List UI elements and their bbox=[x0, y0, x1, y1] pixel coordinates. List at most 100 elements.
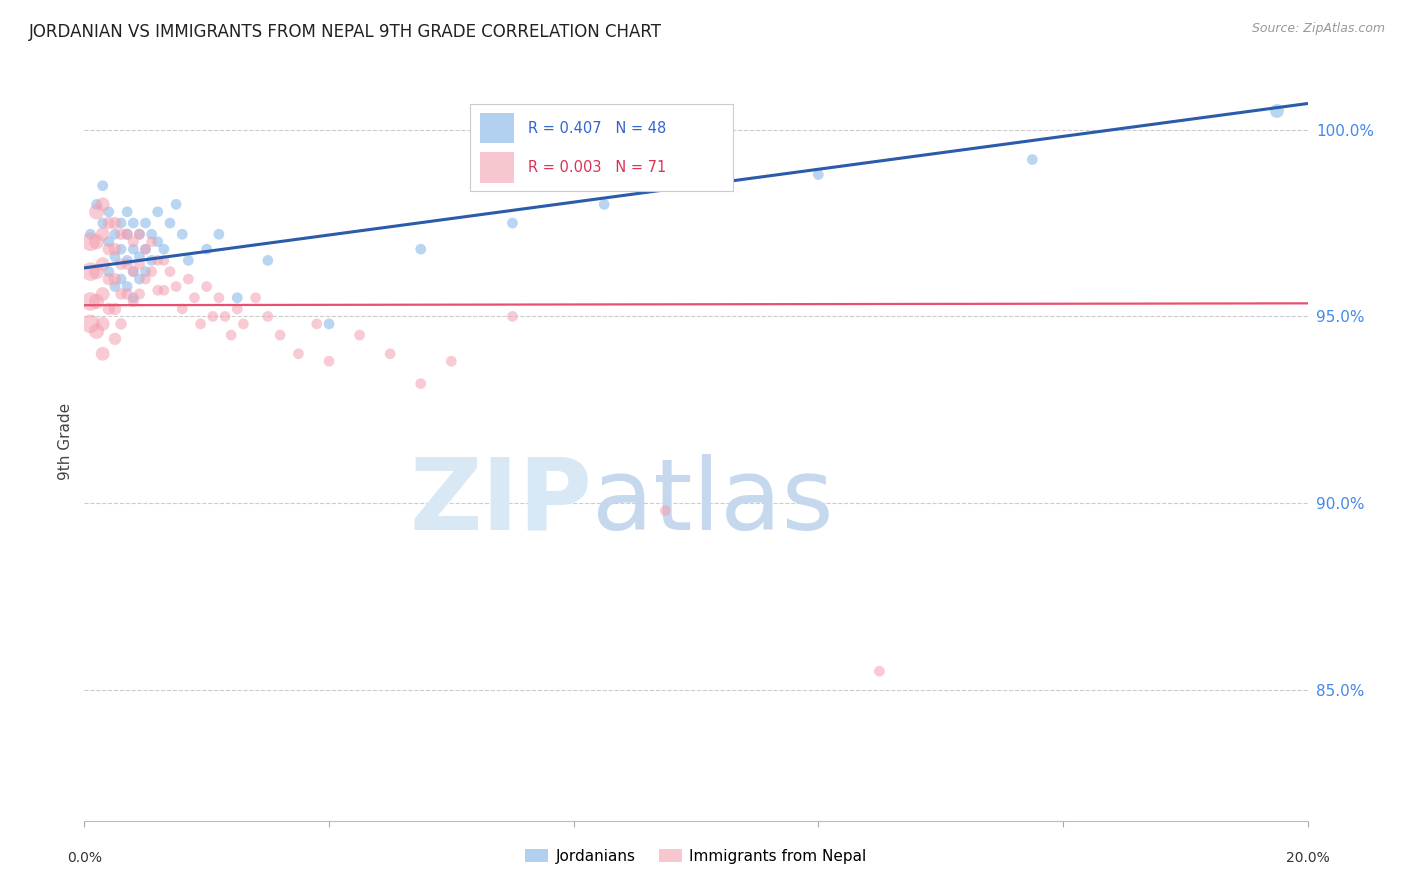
Point bbox=[165, 197, 187, 211]
Point bbox=[110, 216, 132, 230]
Point bbox=[79, 294, 101, 309]
Point bbox=[257, 310, 280, 324]
Point bbox=[190, 317, 212, 331]
Point bbox=[172, 227, 194, 242]
Point bbox=[305, 317, 328, 331]
Point bbox=[91, 317, 114, 331]
Point bbox=[349, 328, 371, 343]
Point bbox=[177, 253, 200, 268]
Text: ZIP: ZIP bbox=[409, 454, 592, 550]
Point bbox=[79, 227, 101, 242]
Point bbox=[110, 287, 132, 301]
Text: atlas: atlas bbox=[592, 454, 834, 550]
Point bbox=[104, 301, 127, 316]
Point bbox=[593, 197, 616, 211]
Point bbox=[79, 264, 101, 278]
Point bbox=[97, 272, 120, 286]
Point bbox=[685, 178, 707, 193]
Point bbox=[654, 503, 676, 517]
Point bbox=[97, 264, 120, 278]
Point bbox=[122, 291, 145, 305]
Point bbox=[115, 279, 138, 293]
Point bbox=[128, 287, 150, 301]
Point bbox=[195, 279, 218, 293]
Point bbox=[91, 287, 114, 301]
Point bbox=[115, 257, 138, 271]
Point bbox=[201, 310, 224, 324]
Point bbox=[115, 227, 138, 242]
Point bbox=[115, 204, 138, 219]
Point bbox=[135, 242, 157, 256]
Point bbox=[91, 178, 114, 193]
Point bbox=[104, 216, 127, 230]
Point bbox=[146, 283, 169, 297]
Point bbox=[86, 324, 108, 338]
Point bbox=[91, 227, 114, 242]
Point bbox=[153, 253, 176, 268]
Point bbox=[146, 204, 169, 219]
Point bbox=[128, 227, 150, 242]
Point bbox=[226, 291, 249, 305]
Point bbox=[97, 235, 120, 249]
Point bbox=[104, 332, 127, 346]
Point bbox=[269, 328, 291, 343]
Point bbox=[97, 204, 120, 219]
Point bbox=[104, 279, 127, 293]
Point bbox=[195, 242, 218, 256]
Point bbox=[110, 272, 132, 286]
Point bbox=[135, 272, 157, 286]
Point bbox=[146, 235, 169, 249]
Point bbox=[502, 310, 524, 324]
Point bbox=[172, 301, 194, 316]
Point bbox=[110, 227, 132, 242]
Point bbox=[232, 317, 254, 331]
Point bbox=[110, 317, 132, 331]
Point bbox=[104, 272, 127, 286]
Point bbox=[318, 354, 340, 368]
Point bbox=[86, 197, 108, 211]
Point bbox=[257, 253, 280, 268]
Point bbox=[115, 227, 138, 242]
Point bbox=[128, 257, 150, 271]
Point bbox=[807, 168, 830, 182]
Point bbox=[208, 291, 231, 305]
Point bbox=[104, 250, 127, 264]
Point bbox=[86, 204, 108, 219]
Point bbox=[86, 294, 108, 309]
Point bbox=[128, 272, 150, 286]
Point bbox=[1021, 153, 1043, 167]
Y-axis label: 9th Grade: 9th Grade bbox=[58, 403, 73, 480]
Point bbox=[128, 250, 150, 264]
Point bbox=[869, 665, 891, 679]
Point bbox=[122, 264, 145, 278]
Point bbox=[122, 242, 145, 256]
Point bbox=[122, 294, 145, 309]
Point bbox=[318, 317, 340, 331]
Point bbox=[91, 347, 114, 361]
Point bbox=[91, 197, 114, 211]
Point bbox=[380, 347, 402, 361]
Point bbox=[135, 216, 157, 230]
Text: 20.0%: 20.0% bbox=[1285, 850, 1330, 864]
Point bbox=[214, 310, 236, 324]
Point bbox=[97, 242, 120, 256]
Text: 0.0%: 0.0% bbox=[67, 850, 101, 864]
Point bbox=[91, 257, 114, 271]
Point bbox=[141, 264, 163, 278]
Legend: Jordanians, Immigrants from Nepal: Jordanians, Immigrants from Nepal bbox=[519, 843, 873, 870]
Point bbox=[146, 253, 169, 268]
Point bbox=[135, 264, 157, 278]
Point bbox=[115, 287, 138, 301]
Point bbox=[104, 242, 127, 256]
Point bbox=[122, 235, 145, 249]
Point bbox=[502, 216, 524, 230]
Point bbox=[177, 272, 200, 286]
Point bbox=[128, 227, 150, 242]
Point bbox=[153, 283, 176, 297]
Point bbox=[219, 328, 242, 343]
Point bbox=[208, 227, 231, 242]
Text: JORDANIAN VS IMMIGRANTS FROM NEPAL 9TH GRADE CORRELATION CHART: JORDANIAN VS IMMIGRANTS FROM NEPAL 9TH G… bbox=[30, 23, 662, 41]
Point bbox=[79, 317, 101, 331]
Point bbox=[165, 279, 187, 293]
Point bbox=[86, 235, 108, 249]
